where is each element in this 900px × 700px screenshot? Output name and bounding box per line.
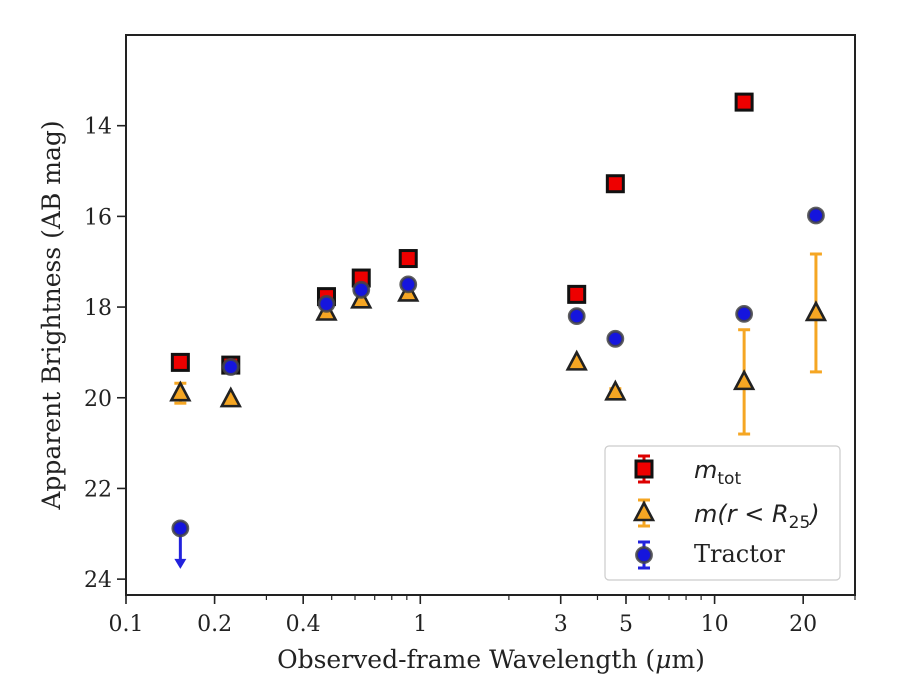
x-tick-label: 3: [554, 612, 568, 637]
tractor-point: [352, 280, 371, 299]
x-axis-label: Observed-frame Wavelength (μm): [277, 645, 705, 674]
mtot-point: [734, 92, 754, 112]
x-tick-label: 5: [619, 612, 633, 637]
tractor-point: [567, 307, 586, 326]
mr25-point: [732, 369, 756, 391]
x-tick-label: 20: [789, 612, 817, 637]
tractor-point: [171, 519, 190, 538]
legend-marker-mtot: [634, 459, 654, 479]
mtot-point: [398, 249, 418, 269]
tractor-point: [317, 294, 336, 313]
y-tick-label: 20: [84, 387, 112, 412]
y-tick-label: 22: [84, 477, 112, 502]
data-marks: [169, 92, 828, 569]
tractor-point: [807, 206, 825, 225]
x-tick-label: 0.2: [197, 612, 232, 637]
y-tick-label: 16: [84, 205, 112, 230]
legend-frame: [604, 445, 841, 581]
mtot-point: [170, 352, 190, 372]
x-tick-label: 0.1: [109, 612, 144, 637]
tractor-upper-limit-arrow: [174, 558, 187, 569]
tractor-point: [735, 304, 754, 323]
plot-frame: [125, 34, 856, 596]
legend-symbols: [632, 454, 656, 570]
legend: mtot m(r < R25) Tractor: [604, 445, 841, 581]
tractor-point: [221, 358, 240, 376]
mr25-point: [169, 380, 192, 402]
mr25-point: [350, 287, 373, 309]
x-tick-label: 1: [413, 612, 427, 637]
legend-label-mr25: m(r < R25): [694, 500, 820, 533]
mr25-point: [604, 379, 627, 401]
tractor-point: [606, 329, 625, 348]
y-tick-label: 14: [84, 115, 112, 140]
legend-marker-tractor: [635, 546, 653, 564]
x-tick-label: 0.4: [286, 612, 321, 637]
y-tick-label: 18: [84, 296, 112, 321]
mtot-point: [605, 174, 625, 194]
y-tick-label: 24: [84, 568, 112, 593]
mtot-point: [567, 284, 587, 304]
legend-marker-mr25: [632, 500, 656, 522]
mr25-point: [804, 300, 828, 322]
legend-label-mtot: mtot: [694, 456, 741, 489]
mr25-point: [219, 386, 242, 408]
mr25-point: [565, 349, 588, 371]
x-tick-label: 10: [701, 612, 729, 637]
tractor-point: [399, 275, 418, 294]
axis-ticks: 0.1 0.2 0.4 1 3 5 10 20 14 16 18 20 22 24: [84, 115, 856, 637]
y-axis-label: Apparent Brightness (AB mag): [37, 120, 66, 510]
legend-label-tractor: Tractor: [694, 540, 785, 568]
